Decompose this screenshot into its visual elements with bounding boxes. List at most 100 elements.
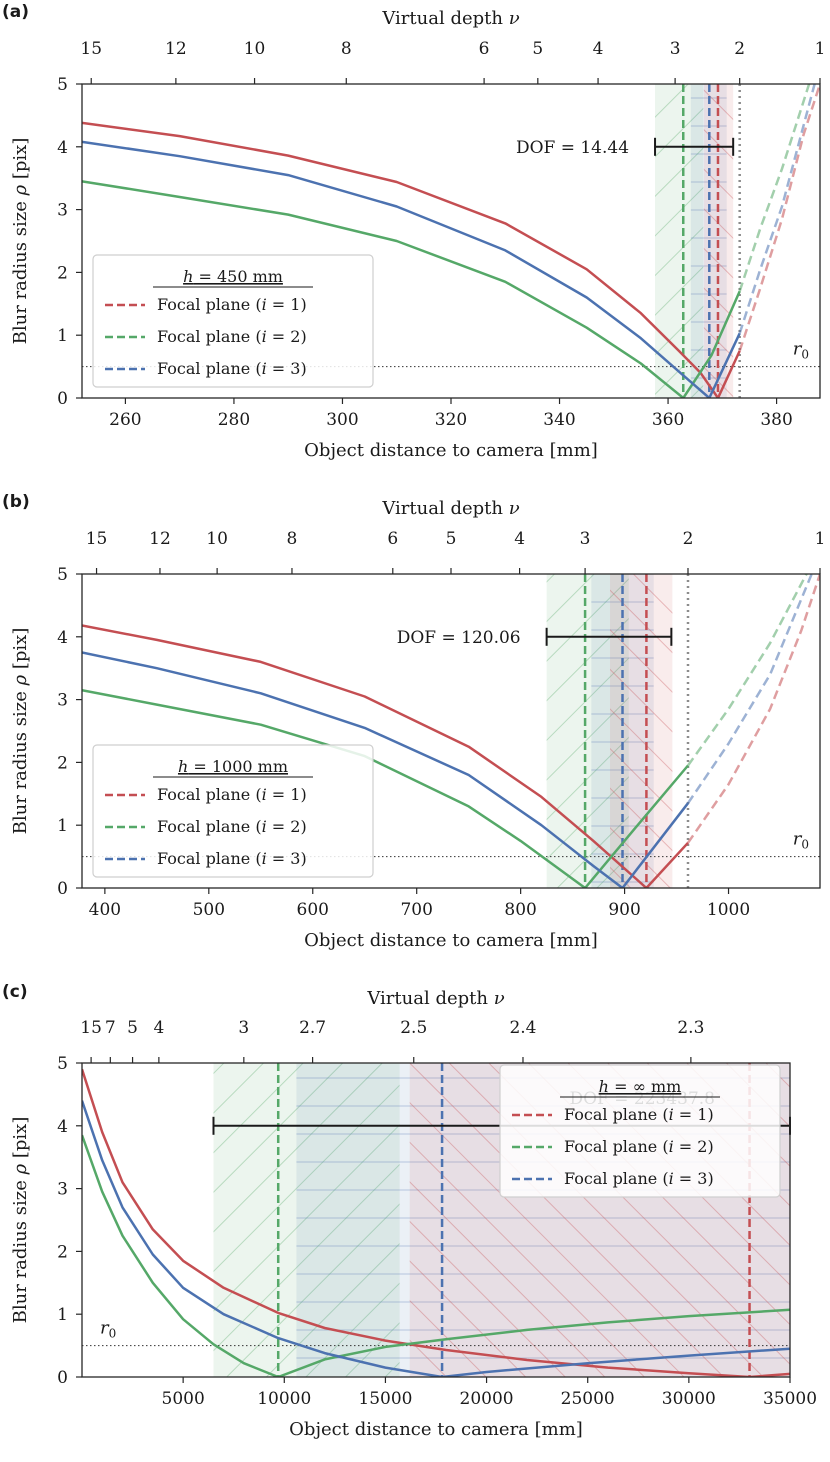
x-tick-label: 400 (89, 900, 121, 920)
top-axis-label: Virtual depth ν (381, 8, 519, 29)
top-tick-label: 10 (244, 39, 266, 59)
plot-area (82, 84, 820, 398)
legend-entry: Focal plane (i = 2) (157, 327, 307, 346)
y-tick-label: 4 (57, 138, 68, 158)
blur-curve-red (82, 121, 720, 398)
blur-curve-extrapolated-red (686, 574, 820, 844)
top-tick-label: 6 (387, 529, 398, 549)
x-tick-label: 380 (760, 410, 792, 430)
top-tick-label: 15 (80, 39, 102, 59)
top-tick-label: 2.3 (677, 1018, 704, 1038)
top-tick-label: 10 (206, 529, 228, 549)
x-tick-label: 800 (504, 900, 536, 920)
top-tick-label: 2 (683, 529, 694, 549)
top-tick-label: 15 (80, 1018, 102, 1038)
x-tick-label: 500 (193, 900, 225, 920)
axes-frame (81, 1062, 791, 1378)
y-tick-label: 5 (57, 565, 68, 585)
r0-label: r0 (100, 1318, 116, 1341)
legend-entry: Focal plane (i = 2) (157, 817, 307, 836)
blur-curve-extrapolated-green (686, 574, 808, 767)
x-tick-label: 320 (435, 410, 467, 430)
legend-title: h = 450 mm (183, 267, 283, 286)
top-tick-label: 15 (86, 529, 108, 549)
y-axis-label: Blur radius size ρ [pix] (10, 628, 31, 835)
blur-curve-blue (82, 140, 711, 398)
x-tick-label: 700 (400, 900, 432, 920)
x-tick-label: 340 (543, 410, 575, 430)
y-axis-label: Blur radius size ρ [pix] (10, 1117, 31, 1324)
top-tick-label: 4 (514, 529, 525, 549)
blur-curve-blue (82, 651, 624, 888)
blur-curve-rise-blue (708, 332, 741, 398)
legend-entry: Focal plane (i = 3) (157, 359, 307, 378)
panel-label: (a) (2, 2, 29, 22)
blur-curve-red (82, 1068, 790, 1377)
y-tick-label: 0 (57, 389, 68, 409)
plot-area (82, 574, 820, 888)
blur-curve-rise-red (716, 350, 741, 398)
legend: h = ∞ mm Focal plane (i = 1) Focal plane (… (499, 1064, 781, 1198)
top-tick-label: 12 (149, 529, 171, 549)
blur-curve-rise-red (645, 841, 689, 888)
x-tick-label: 20000 (460, 1389, 514, 1409)
y-tick-label: 0 (57, 879, 68, 899)
top-tick-label: 2.4 (509, 1018, 536, 1038)
r0-label: r0 (793, 829, 809, 852)
top-tick-label: 8 (341, 39, 352, 59)
x-axis-label: Object distance to camera [mm] (289, 1419, 583, 1440)
legend-box (499, 1064, 781, 1198)
y-tick-label: 3 (57, 1180, 68, 1200)
top-tick-label: 6 (479, 39, 490, 59)
top-tick-label: 8 (287, 529, 298, 549)
blur-curve-rise-green (584, 764, 689, 888)
top-tick-label: 2 (734, 39, 745, 59)
legend-box (92, 744, 374, 878)
legend-entry: Focal plane (i = 1) (157, 295, 307, 314)
top-tick-label: 7 (105, 1018, 116, 1038)
blur-curve-extrapolated-red (738, 84, 820, 352)
legend-title: h = 1000 mm (178, 757, 288, 776)
legend-title: h = ∞ mm (599, 1077, 682, 1096)
legend-entry: Focal plane (i = 3) (564, 1169, 714, 1188)
x-tick-label: 15000 (358, 1389, 412, 1409)
top-tick-label: 1 (815, 529, 826, 549)
legend-entry: Focal plane (i = 3) (157, 849, 307, 868)
blur-curve-extrapolated-blue (738, 84, 816, 334)
top-tick-label: 2.7 (299, 1018, 326, 1038)
blur-curve-rise-blue (621, 802, 689, 888)
legend: h = 1000 mm Focal plane (i = 1) Focal plan… (92, 744, 374, 878)
legend-entry: Focal plane (i = 1) (564, 1105, 714, 1124)
top-tick-label: 2.5 (400, 1018, 427, 1038)
dof-label: DOF = 14.44 (516, 138, 629, 158)
blur-curve-extrapolated-green (738, 84, 811, 292)
y-tick-label: 2 (57, 753, 68, 773)
x-tick-label: 30000 (662, 1389, 716, 1409)
x-tick-label: 10000 (257, 1389, 311, 1409)
blur-curve-green (82, 180, 685, 398)
dof-hatch-red (610, 574, 673, 888)
y-tick-label: 4 (57, 1117, 68, 1137)
blur-curve-blue (82, 1100, 790, 1377)
top-tick-label: 5 (532, 39, 543, 59)
y-tick-label: 2 (57, 263, 68, 283)
top-tick-label: 3 (238, 1018, 249, 1038)
x-tick-label: 260 (109, 410, 141, 430)
top-tick-label: 5 (127, 1018, 138, 1038)
y-tick-label: 2 (57, 1242, 68, 1262)
x-tick-label: 35000 (763, 1389, 817, 1409)
y-tick-label: 5 (57, 1054, 68, 1074)
blur-curve-red (82, 624, 648, 888)
top-axis-label: Virtual depth ν (366, 988, 504, 1009)
y-tick-label: 1 (57, 1305, 68, 1325)
x-tick-label: 360 (652, 410, 684, 430)
y-tick-label: 0 (57, 1368, 68, 1388)
dof-label: DOF = 120.06 (397, 628, 521, 648)
y-tick-label: 1 (57, 326, 68, 346)
legend-entry: Focal plane (i = 2) (564, 1137, 714, 1156)
y-axis-label: Blur radius size ρ [pix] (10, 138, 31, 345)
